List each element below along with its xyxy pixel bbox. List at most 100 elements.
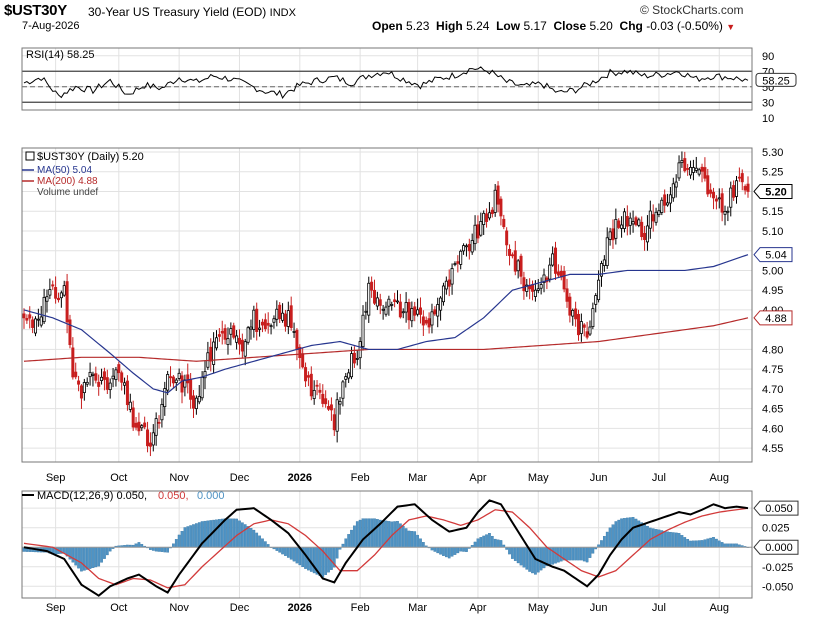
macd-histogram-bar	[499, 540, 503, 548]
candle-body	[318, 389, 322, 393]
candle-body	[634, 217, 638, 226]
price-candle	[358, 337, 362, 370]
price-candle	[723, 205, 727, 226]
macd-histogram-bar	[249, 528, 253, 548]
candle-body	[737, 176, 741, 179]
price-candle	[378, 293, 382, 315]
candle-body	[462, 245, 466, 252]
price-candle	[33, 316, 37, 337]
price-candle	[88, 362, 92, 386]
candle-body	[631, 221, 635, 225]
macd-histogram-bar	[631, 517, 635, 548]
candle-body	[648, 210, 652, 229]
price-candle	[361, 305, 365, 351]
candle-body	[413, 306, 417, 316]
macd-histogram-bar	[640, 522, 644, 548]
macd-legend: MACD(12,26,9) 0.050,	[37, 490, 147, 502]
macd-histogram-bar	[154, 547, 158, 552]
candle-body	[212, 341, 216, 365]
candle-body	[275, 308, 279, 320]
macd-histogram-bar	[344, 538, 348, 548]
macd-histogram-bar	[396, 521, 399, 548]
macd-histogram-bar	[450, 547, 454, 557]
price-candle	[163, 381, 167, 416]
price-candle	[111, 368, 115, 388]
macd-histogram-bar	[531, 547, 534, 574]
rsi-line	[23, 66, 749, 99]
candle-body	[350, 353, 354, 378]
price-candle	[25, 314, 29, 324]
price-candle	[229, 322, 233, 346]
price-candle	[240, 333, 244, 358]
macd-histogram-bar	[166, 547, 170, 553]
candle-body	[654, 211, 658, 223]
price-candle	[321, 384, 325, 408]
macd-histogram-bar	[77, 547, 80, 569]
macd-histogram-bar	[355, 521, 359, 548]
candle-body	[554, 247, 558, 274]
price-candle	[370, 276, 374, 298]
change-value: -0.03 (-0.50%)	[646, 19, 723, 33]
macd-histogram-bar	[700, 540, 704, 548]
candle-body	[439, 297, 443, 311]
candle-body	[637, 219, 641, 226]
candle-body	[536, 288, 540, 291]
price-candle	[522, 271, 526, 300]
candle-body	[143, 422, 147, 428]
price-candle	[157, 415, 161, 429]
price-tick-label: 4.60	[762, 423, 783, 435]
stockcharts-logo[interactable]: © StockCharts.com	[640, 3, 744, 17]
macd-histogram-bar	[456, 547, 460, 554]
candle-body	[502, 218, 506, 228]
price-candle	[654, 207, 658, 226]
down-arrow-icon: ▼	[726, 22, 736, 32]
price-candle	[508, 244, 512, 266]
candle-body	[65, 281, 69, 323]
macd-histogram-bar	[519, 547, 523, 566]
macd-histogram-bar	[686, 538, 690, 548]
macd-histogram-bar	[493, 538, 497, 548]
month-label: Feb	[351, 602, 370, 614]
macd-histogram-bar	[677, 533, 681, 548]
candle-body	[226, 338, 230, 345]
price-candle	[203, 360, 207, 390]
close-last-value-box	[753, 183, 793, 199]
price-candle	[252, 305, 256, 338]
price-candle	[709, 183, 713, 198]
candle-body	[476, 224, 480, 239]
macd-histogram-bar	[459, 547, 463, 552]
rsi-tick-label: 10	[762, 113, 774, 125]
month-label: Nov	[169, 472, 189, 484]
candle-body	[714, 198, 718, 202]
price-candle	[660, 197, 664, 216]
macd-histogram-bar	[706, 538, 710, 548]
month-label: Mar	[408, 472, 427, 484]
candle-body	[533, 289, 537, 297]
macd-histogram-bar	[735, 543, 738, 548]
price-candle	[413, 301, 417, 322]
candle-body	[467, 244, 471, 252]
macd-histogram-bar	[180, 531, 184, 548]
macd-histogram-bar	[203, 520, 207, 548]
candle-body	[137, 421, 141, 432]
macd-histogram-bar	[602, 536, 606, 548]
close-last-value: 5.20	[765, 186, 786, 198]
macd-histogram-bar	[712, 537, 715, 548]
candle-body	[240, 339, 244, 352]
candle-body	[522, 277, 526, 292]
candle-body	[657, 210, 661, 216]
macd-tick-label: 0.025	[762, 523, 790, 535]
price-candle	[309, 366, 313, 401]
price-candle	[447, 269, 451, 297]
macd-histogram-bar	[353, 525, 356, 548]
price-candle	[36, 308, 40, 327]
open-label: Open	[372, 19, 403, 33]
price-candle	[556, 264, 560, 278]
price-candle	[390, 301, 394, 311]
macd-panel	[21, 490, 753, 599]
candle-body	[217, 334, 221, 337]
macd-histogram-bar	[671, 532, 675, 548]
candle-body	[525, 284, 529, 292]
candle-body	[531, 284, 535, 292]
price-candle	[407, 298, 411, 330]
